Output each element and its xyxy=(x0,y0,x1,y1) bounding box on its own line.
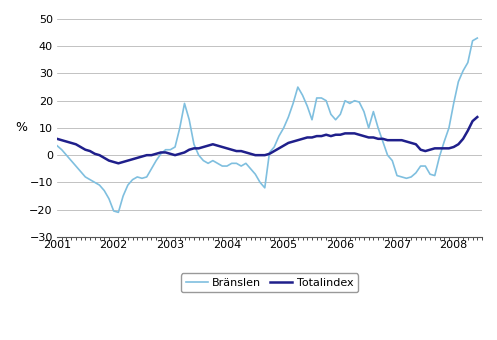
Totalindex xyxy=(186,148,192,152)
Legend: Bränslen, Totalindex: Bränslen, Totalindex xyxy=(181,273,358,292)
Line: Totalindex: Totalindex xyxy=(57,117,477,163)
Totalindex xyxy=(474,115,480,119)
Bränslen xyxy=(115,210,121,215)
Bränslen xyxy=(54,143,60,148)
Bränslen xyxy=(417,164,423,168)
Bränslen xyxy=(408,175,414,179)
Totalindex xyxy=(351,131,357,135)
Y-axis label: %: % xyxy=(15,121,27,134)
Totalindex xyxy=(460,137,466,141)
Bränslen xyxy=(474,36,480,40)
Totalindex xyxy=(417,148,423,152)
Totalindex xyxy=(54,137,60,141)
Bränslen xyxy=(186,118,192,122)
Bränslen xyxy=(460,69,466,73)
Totalindex xyxy=(111,160,117,164)
Totalindex xyxy=(408,141,414,145)
Line: Bränslen: Bränslen xyxy=(57,38,477,212)
Bränslen xyxy=(111,209,117,213)
Bränslen xyxy=(351,99,357,103)
Totalindex xyxy=(115,161,121,165)
